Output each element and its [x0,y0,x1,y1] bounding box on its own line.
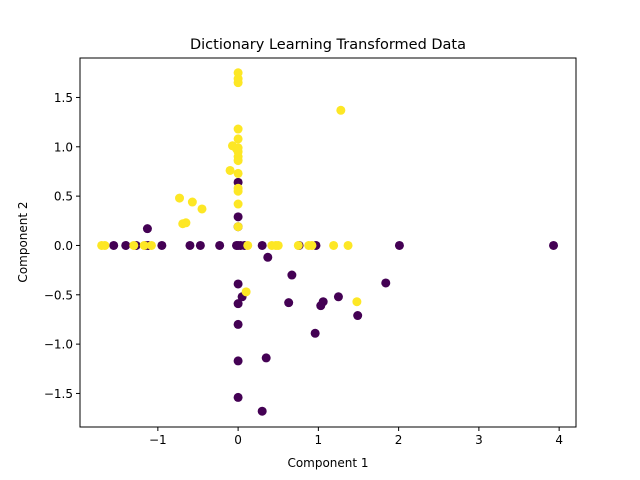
scatter-point-series-2 [336,105,346,115]
scatter-point-series-1 [318,297,328,307]
scatter-point-series-2 [100,240,110,250]
scatter-point-series-2 [146,240,156,250]
y-tick-label: 0.0 [54,239,73,253]
scatter-point-series-2 [329,240,339,250]
scatter-point-series-1 [333,292,343,302]
scatter-point-series-1 [257,240,267,250]
scatter-point-series-2 [197,204,207,214]
scatter-point-series-2 [233,222,243,232]
scatter-point-series-1 [233,319,243,329]
x-tick-label: 2 [395,433,403,447]
axes-frame [79,57,577,428]
y-axis-label: Component 2 [16,201,30,282]
x-tick-label: 1 [315,433,323,447]
scatter-point-series-2 [273,240,283,250]
scatter-point-series-1 [121,240,131,250]
scatter-point-series-1 [263,252,273,262]
x-tick-label: 4 [555,433,563,447]
scatter-point-series-1 [284,298,294,308]
y-tick-label: 1.0 [54,140,73,154]
scatter-point-series-1 [233,299,243,309]
scatter-point-series-2 [187,197,197,207]
scatter-point-series-2 [233,156,243,166]
y-tick-label: 0.5 [54,190,73,204]
scatter-point-series-2 [175,193,185,203]
scatter-point-series-1 [549,240,559,250]
chart-title: Dictionary Learning Transformed Data [190,37,466,53]
x-axis-label: Component 1 [287,456,368,470]
scatter-point-series-2 [233,186,243,196]
scatter-point-series-2 [225,165,235,175]
scatter-point-series-1 [233,212,243,222]
scatter-point-series-2 [233,124,243,134]
scatter-point-series-2 [233,78,243,88]
scatter-point-series-1 [233,356,243,366]
scatter-point-series-1 [195,240,205,250]
scatter-point-series-1 [287,270,297,280]
scatter-point-series-1 [215,240,225,250]
scatter-point-series-1 [353,311,363,321]
scatter-point-series-2 [293,240,303,250]
scatter-point-series-1 [185,240,195,250]
y-tick-label: −0.5 [44,288,73,302]
scatter-point-series-2 [129,240,139,250]
x-tick-label: 0 [234,433,242,447]
scatter-point-series-1 [233,279,243,289]
scatter-point-series-1 [233,392,243,402]
scatter-point-series-2 [233,134,243,144]
y-tick-label: −1.5 [44,387,73,401]
plot-area: −1 0 1 2 3 4 −1.5 −1.0 −0.5 0.0 0.5 1.0 1.5 [44,68,563,447]
scatter-point-series-2 [343,240,353,250]
scatter-point-series-2 [139,240,149,250]
scatter-point-series-1 [157,240,167,250]
scatter-point-series-1 [394,240,404,250]
scatter-point-series-1 [381,278,391,288]
scatter-point-series-2 [243,240,253,250]
scatter-point-series-2 [307,240,317,250]
scatter-point-series-2 [181,218,191,228]
scatter-point-series-1 [142,224,152,234]
scatter-point-series-2 [352,297,362,307]
y-tick-label: −1.0 [44,338,73,352]
y-tick-label: 1.5 [54,91,73,105]
scatter-point-series-1 [257,406,267,416]
x-tick-label: −1 [149,433,167,447]
scatter-point-series-2 [233,168,243,178]
scatter-point-series-2 [233,199,243,209]
scatter-point-series-2 [241,287,251,297]
scatter-point-series-1 [310,328,320,338]
x-tick-label: 3 [475,433,483,447]
scatter-point-series-1 [261,353,271,363]
scatter-point-series-1 [109,240,119,250]
